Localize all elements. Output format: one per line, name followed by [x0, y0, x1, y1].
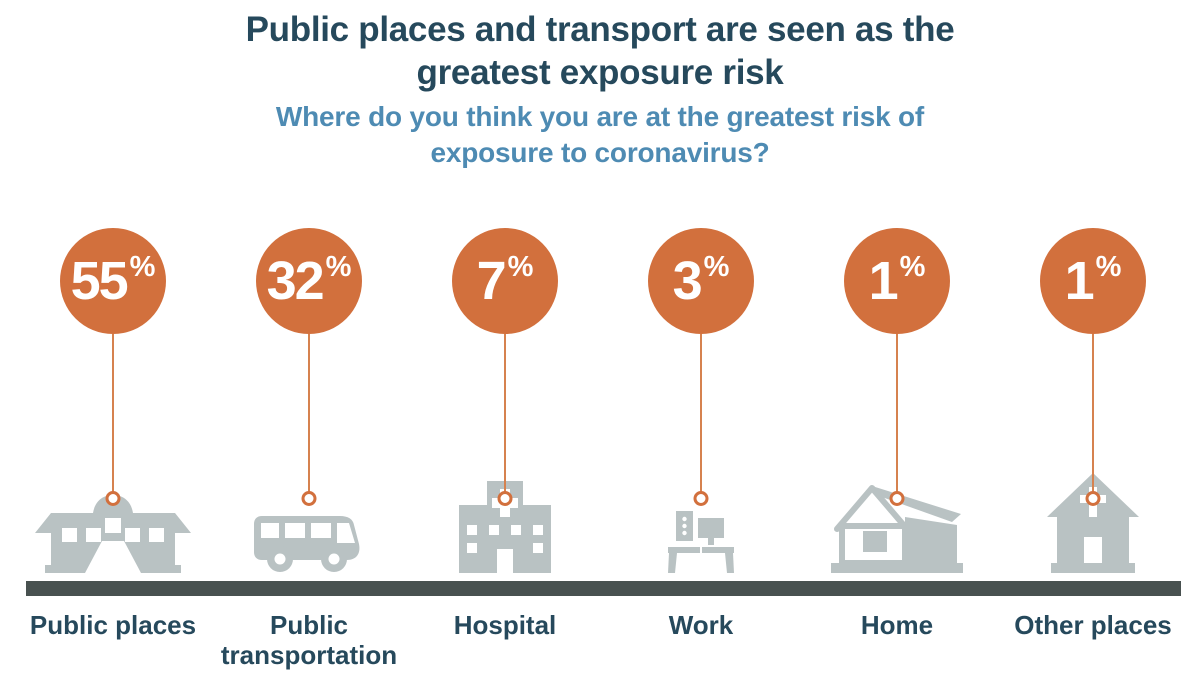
percent-sign: %: [1095, 251, 1122, 284]
percent-value: 7: [476, 250, 507, 311]
category-labels-row: Public places Public transportation Hosp…: [0, 610, 1200, 671]
percent-balloon: 3%: [648, 227, 754, 334]
hospital-icon: [459, 480, 551, 573]
percent-sign: %: [325, 251, 352, 284]
desk-computer-icon: [668, 510, 734, 573]
category-label-hospital: Hospital: [453, 609, 557, 640]
page-title: Public places and transport are seen as …: [0, 8, 1200, 95]
chart-column-other-places: 1%: [995, 227, 1191, 596]
exposure-risk-chart: 55% 32%: [0, 227, 1200, 596]
percent-balloon: 32%: [256, 227, 362, 334]
category-label-home: Home: [860, 609, 934, 640]
chart-subtitle-line-2: exposure to coronavirus?: [430, 137, 770, 169]
percent-sign: %: [899, 251, 926, 284]
chart-columns: 55% 32%: [0, 227, 1200, 596]
connector-ring: [105, 490, 121, 506]
chart-column-work: 3%: [603, 227, 799, 596]
percent-value: 3: [672, 250, 703, 311]
connector-line: [308, 333, 310, 492]
chart-subtitle: Where do you think you are at the greate…: [0, 99, 1200, 172]
connector-ring: [301, 490, 317, 506]
connector-line: [700, 333, 702, 492]
connector-ring: [1085, 490, 1101, 506]
school-building-icon: [31, 489, 195, 573]
page-title-line-2: greatest exposure risk: [416, 53, 784, 93]
percent-balloon: 7%: [452, 227, 558, 334]
category-label-public-places: Public places: [29, 609, 197, 640]
connector-line: [1092, 333, 1094, 492]
chart-header: Public places and transport are seen as …: [0, 0, 1200, 172]
percent-value: 1: [868, 250, 899, 311]
percent-sign: %: [703, 251, 730, 284]
percent-value: 32: [266, 250, 325, 311]
connector-ring: [889, 490, 905, 506]
connector-ring: [693, 490, 709, 506]
chart-column-public-transportation: 32%: [211, 227, 407, 596]
chart-column-public-places: 55%: [15, 227, 211, 596]
connector-line: [504, 333, 506, 492]
category-label-other-places: Other places: [1014, 609, 1172, 640]
connector-line: [112, 333, 114, 492]
baseline-bar: [26, 580, 1181, 596]
category-label-work: Work: [668, 609, 734, 640]
chart-column-hospital: 7%: [407, 227, 603, 596]
percent-balloon: 1%: [844, 227, 950, 334]
page-title-line-1: Public places and transport are seen as …: [245, 10, 955, 49]
percent-sign: %: [507, 251, 534, 284]
bus-icon: [254, 515, 364, 573]
chart-subtitle-line-1: Where do you think you are at the greate…: [275, 100, 925, 132]
percent-value: 1: [1064, 250, 1095, 311]
percent-balloon: 55%: [60, 227, 166, 334]
percent-sign: %: [129, 251, 156, 284]
percent-balloon: 1%: [1040, 227, 1146, 334]
chart-column-home: 1%: [799, 227, 995, 596]
connector-line: [896, 333, 898, 492]
category-label-public-transportation: Public transportation: [220, 609, 398, 671]
connector-ring: [497, 490, 513, 506]
percent-value: 55: [70, 250, 129, 311]
